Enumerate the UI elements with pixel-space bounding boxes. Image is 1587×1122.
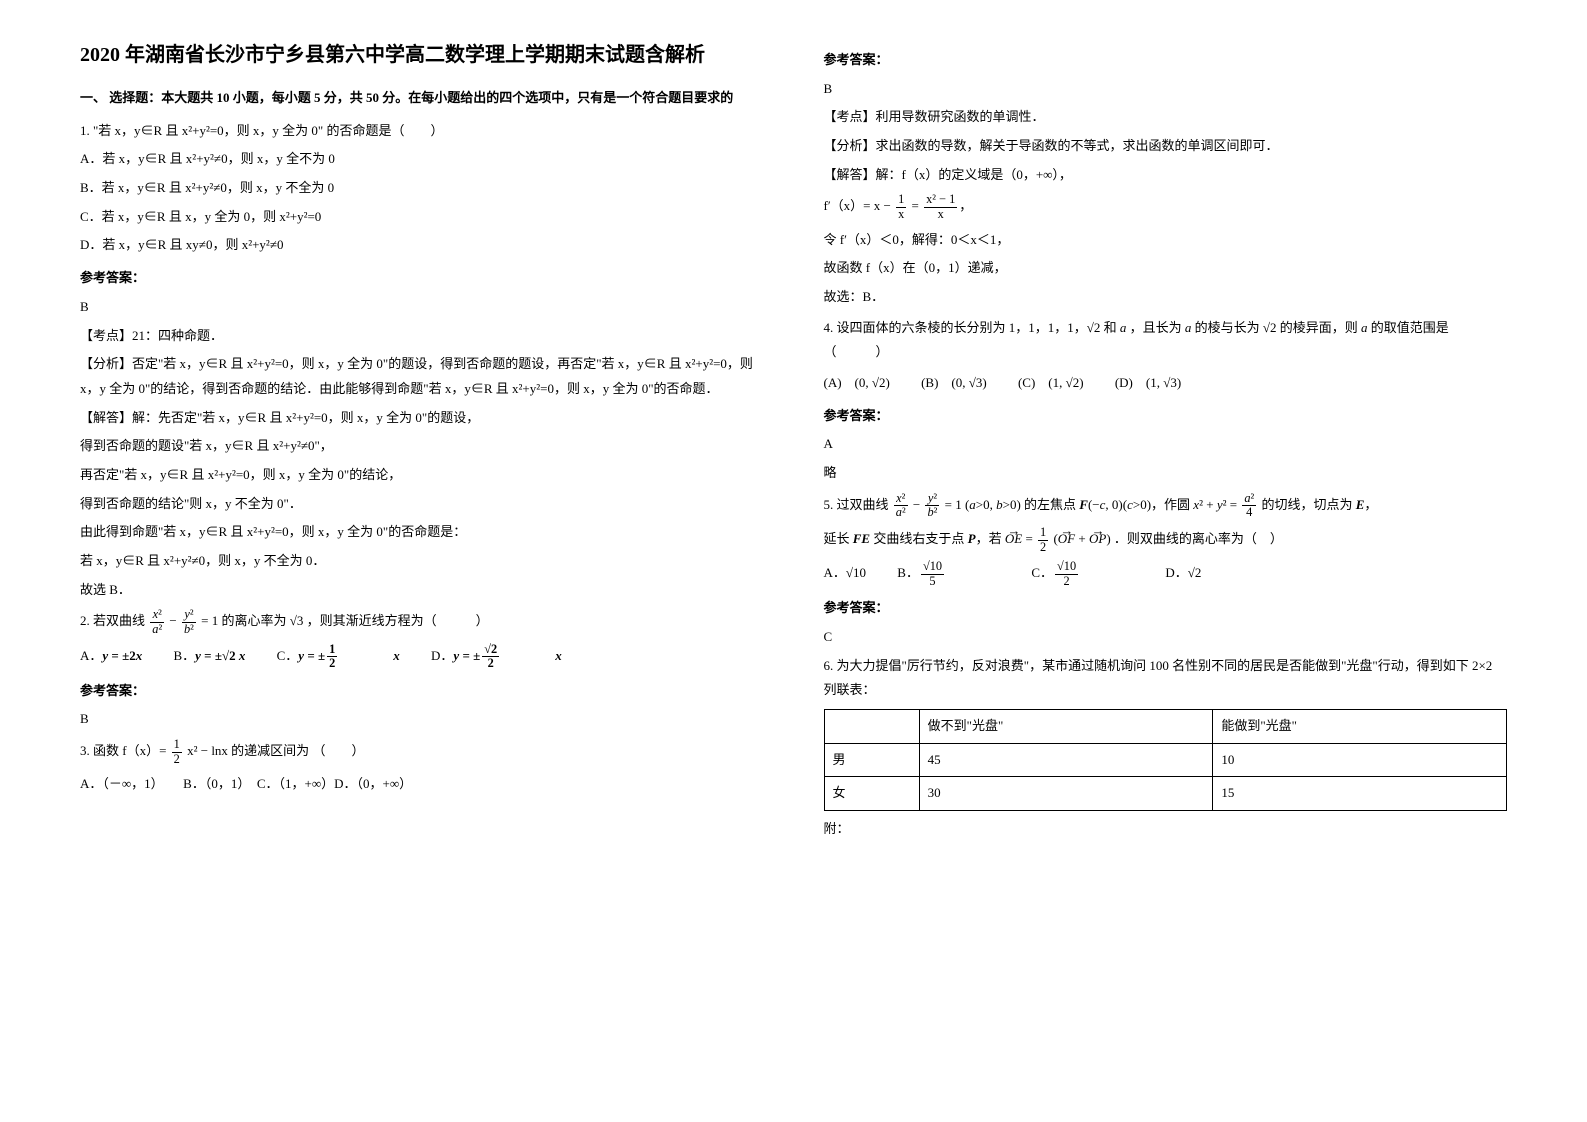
table-cell: 45 [919,743,1213,777]
answer-label: 参考答案： [824,404,1508,429]
q3-jieda-derivative: f′（x）= x − 1x = x² − 1x， [824,193,1508,221]
q3-stem: 3. 函数 f（x）= 12 x² − lnx 的递减区间为 （ ） [80,738,764,766]
table-cell: 10 [1213,743,1507,777]
table-row: 男 45 10 [824,743,1507,777]
q2-stem: 2. 若双曲线 x²a² − y²b² = 1 的离心率为 √3 ，则其渐近线方… [80,608,764,636]
q3-jieda-4: 故函数 f（x）在（0，1）递减， [824,256,1508,281]
q1-answer: B [80,295,764,320]
q6-tail: 附： [824,817,1508,842]
q3-fenxi: 【分析】求出函数的导数，解关于导函数的不等式，求出函数的单调区间即可． [824,134,1508,159]
table-row: 做不到"光盘" 能做到"光盘" [824,710,1507,744]
q1-jieda-3: 再否定"若 x，y∈R 且 x²+y²=0，则 x，y 全为 0"的结论， [80,463,764,488]
table-cell: 女 [824,777,919,811]
q5-stem: 5. 过双曲线 x²a² − y²b² = 1 (a>0, b>0) 的左焦点 … [824,492,1508,520]
answer-label: 参考答案： [824,596,1508,621]
q1-jieda-7: 故选 B． [80,578,764,603]
q1-stem: 1. "若 x，y∈R 且 x²+y²=0，则 x，y 全为 0" 的否命题是（… [80,119,764,144]
q1-option-b: B．若 x，y∈R 且 x²+y²≠0，则 x，y 不全为 0 [80,176,764,201]
page: 2020 年湖南省长沙市宁乡县第六中学高二数学理上学期期末试题含解析 一、 选择… [80,40,1507,846]
right-column: 参考答案： B 【考点】利用导数研究函数的单调性． 【分析】求出函数的导数，解关… [824,40,1508,846]
q3-answer: B [824,77,1508,102]
table-cell: 做不到"光盘" [919,710,1213,744]
q3-jieda-3: 令 f′（x）＜0，解得：0＜x＜1， [824,228,1508,253]
q2-options: A．y = ±2x B．y = ±√2 x C．y = ±12x D．y = ±… [80,643,764,671]
q4-stem: 4. 设四面体的六条棱的长分别为 1，1，1，1，√2 和 a ，且长为 a 的… [824,316,1508,365]
table-cell: 15 [1213,777,1507,811]
q5-answer: C [824,625,1508,650]
q2-answer: B [80,707,764,732]
answer-label: 参考答案： [824,48,1508,73]
q1-jieda-1: 【解答】解：先否定"若 x，y∈R 且 x²+y²=0，则 x，y 全为 0"的… [80,406,764,431]
table-cell: 30 [919,777,1213,811]
q6-stem: 6. 为大力提倡"厉行节约，反对浪费"，某市通过随机询问 100 名性别不同的居… [824,654,1508,703]
table-cell: 能做到"光盘" [1213,710,1507,744]
q4-options: (A) (0, √2) (B) (0, √3) (C) (1, √2) (D) … [824,371,1508,396]
q1-fenxi: 【分析】否定"若 x，y∈R 且 x²+y²=0，则 x，y 全为 0"的题设，… [80,352,764,401]
q1-jieda-6: 若 x，y∈R 且 x²+y²≠0，则 x，y 不全为 0． [80,549,764,574]
q1-jieda-4: 得到否命题的结论"则 x，y 不全为 0"． [80,492,764,517]
table-cell: 男 [824,743,919,777]
answer-label: 参考答案： [80,679,764,704]
q6-table: 做不到"光盘" 能做到"光盘" 男 45 10 女 30 15 [824,709,1508,811]
q1-option-a: A．若 x，y∈R 且 x²+y²≠0，则 x，y 全不为 0 [80,147,764,172]
q1-option-c: C．若 x，y∈R 且 x，y 全为 0，则 x²+y²=0 [80,205,764,230]
section-1-heading: 一、 选择题：本大题共 10 小题，每小题 5 分，共 50 分。在每小题给出的… [80,86,764,111]
q1-kaodian: 【考点】21：四种命题． [80,324,764,349]
left-column: 2020 年湖南省长沙市宁乡县第六中学高二数学理上学期期末试题含解析 一、 选择… [80,40,764,846]
q1-jieda-5: 由此得到命题"若 x，y∈R 且 x²+y²=0，则 x，y 全为 0"的否命题… [80,520,764,545]
q1-jieda-2: 得到否命题的题设"若 x，y∈R 且 x²+y²≠0"， [80,434,764,459]
table-cell [824,710,919,744]
q4-answer: A [824,432,1508,457]
q3-jieda-1: 【解答】解：f（x）的定义域是（0，+∞）， [824,163,1508,188]
table-row: 女 30 15 [824,777,1507,811]
doc-title: 2020 年湖南省长沙市宁乡县第六中学高二数学理上学期期末试题含解析 [80,40,764,70]
answer-label: 参考答案： [80,266,764,291]
q3-options: A．（－∞，1） B．（0，1） C．（1，+∞）D．（0，+∞） [80,772,764,797]
q3-jieda-5: 故选：B． [824,285,1508,310]
q5-options: A．√10 B．√105 C．√102 D．√2 [824,560,1508,588]
q3-kaodian: 【考点】利用导数研究函数的单调性． [824,105,1508,130]
q5-stem-2: 延长 FE 交曲线右支于点 P，若 →OE = 12 (→OF + →OP) ．… [824,526,1508,554]
q1-option-d: D．若 x，y∈R 且 xy≠0，则 x²+y²≠0 [80,233,764,258]
q4-note: 略 [824,461,1508,486]
